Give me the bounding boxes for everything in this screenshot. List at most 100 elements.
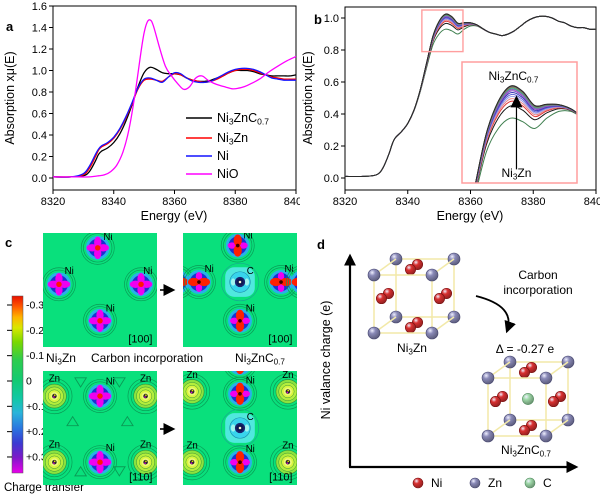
legend-dot-zn [469,477,481,489]
colorbar-tick-label: -0.3 [26,300,44,312]
ni-atom [518,425,530,437]
series-line-NiO [52,19,297,178]
x-axis-title-a: Energy (eV) [141,209,208,223]
colorbar-tick-label: -0.2 [26,325,44,337]
charge-colorbar: -0.3 -0.2 -0.1 0 +0.1 +0.2 +0.3 [7,295,47,474]
atom-label-Ni: Ni [106,443,115,454]
atom-label-Ni: Ni [246,304,255,315]
ni-atom [518,367,530,379]
zn-atom [425,326,439,340]
contour-triangle [66,415,80,427]
atom-label-Zn: Zn [186,441,197,452]
schematic-area [344,252,579,489]
zn-atom [539,429,553,443]
y-tick-label: 0.8 [324,45,339,57]
x-tick-label: 8340 [102,196,126,208]
direction-label: [110] [269,471,292,483]
inset-top-label: Ni3ZnC0.7 [488,69,538,85]
legend-label-ni: Ni [431,476,442,490]
contour-triangle [120,415,134,427]
colorbar-tick-label: 0 [26,375,32,387]
atom-label-Ni: Ni [103,232,112,243]
y-tick-label: 0.4 [324,109,339,121]
panel-label-a: a [6,19,14,34]
y-tick-label: 0.4 [32,130,47,142]
direction-label: [100] [268,333,292,345]
crystal-ni3zn [367,252,461,340]
atom-label-Ni: Ni [246,444,255,455]
inset-series-line-0 [477,110,577,183]
legend-dot-ni [412,477,424,489]
atom-label-Zn: Zn [282,370,293,381]
atom-label-Zn: Zn [140,373,151,384]
y-tick-label: 0.0 [324,173,339,185]
atom-Ni [123,267,157,302]
x-tick-label: 8380 [521,196,545,208]
panel-label-b: b [314,12,322,27]
y-tick-label: 0.2 [32,152,47,164]
carbon-incorporation-label-line1: Carbon [518,268,557,282]
atom-label-Ni: Ni [143,266,152,277]
carbon-incorporation-label-line2: incorporation [503,283,572,297]
legend-dot-c [524,477,536,489]
y-tick-label: 1.0 [32,66,47,78]
inset-border [461,61,578,184]
struct1-label: Ni3Zn [397,341,427,357]
contour-triangle [74,465,88,477]
y-tick-label: 0.6 [32,109,47,121]
atom-label-Ni: Ni [246,376,255,387]
inset-series-line-14 [475,85,577,183]
y-tick-label: 1.2 [32,44,47,56]
zn-atom [425,268,439,282]
x-tick-label: 8320 [41,196,65,208]
crystal-ni3znc07 [481,355,575,443]
x-tick-label: 8360 [458,196,482,208]
legend-label-Ni3ZnC0.7: Ni3ZnC0.7 [217,111,269,127]
y-axis-title-a: Absorption xμ(E) [3,51,17,144]
map-ni3znc07-110: Zn Zn Ni C Zn Zn Ni [110] [183,370,297,485]
ni-atom [404,264,416,276]
legend-label-Ni3Zn: Ni3Zn [217,131,248,147]
atom-label-Zn: Zn [49,373,60,384]
atom-label-Ni: Ni [106,377,115,388]
contour-triangle [74,377,88,388]
y-tick-label: 1.0 [324,13,339,25]
x-tick-label: 8380 [223,196,247,208]
panel-d-valence-schematic: d Ni valance charge (e) Carbon incorpora… [317,237,579,490]
series-line-Ni [52,67,296,178]
atom-label-C: C [247,266,254,277]
ni-atom [547,396,559,408]
panel-b-insitu-xanes-chart: b Energy (eV) Absorption xμ(E) 8320 8340 8… [301,6,600,223]
panel-a-xanes-chart: a Energy (eV) Absorption xμ(E) 8320 8340 8… [3,1,300,223]
map-ni3znc07-100: Ni Ni Ni C Ni [100] [183,231,297,347]
x-tick-label: 8320 [333,196,357,208]
y-tick-label: 0.0 [32,173,47,185]
series-line-Ni3Zn [52,68,296,178]
contour-maps: Ni Ni Ni Ni [100] Ni Ni Ni C Ni [100] Zn Zn Ni Zn Zn Ni [… [43,231,297,485]
y-tick-label: 1.4 [32,23,47,35]
struct2-label: Ni3ZnC0.7 [501,443,551,459]
contour-triangle [112,466,126,477]
y-tick-label: 0.2 [324,141,339,153]
direction-label: [110] [129,471,152,483]
atom-label-Zn: Zn [282,441,293,452]
atom-label-Ni: Ni [205,264,214,275]
x-tick-label: 8360 [162,196,186,208]
zn-atom [481,429,495,443]
ni-atom [489,396,501,408]
atom-label-Ni: Ni [106,304,115,315]
row-label-carbon-incorporation: Carbon incorporation [91,351,203,365]
y-axis-title-b: Absorption xμ(E) [301,51,315,144]
inset-bottom-label: Ni3Zn [502,166,532,182]
panel-a-frame [52,5,297,191]
legend-label-zn: Zn [488,476,502,490]
y-tick-label: 0.6 [324,77,339,89]
colorbar-gradient [11,295,24,474]
atom-label-Ni: Ni [243,231,252,242]
insitu-series-line-14 [344,13,597,178]
colorbar-tick-label: +0.1 [26,401,47,413]
